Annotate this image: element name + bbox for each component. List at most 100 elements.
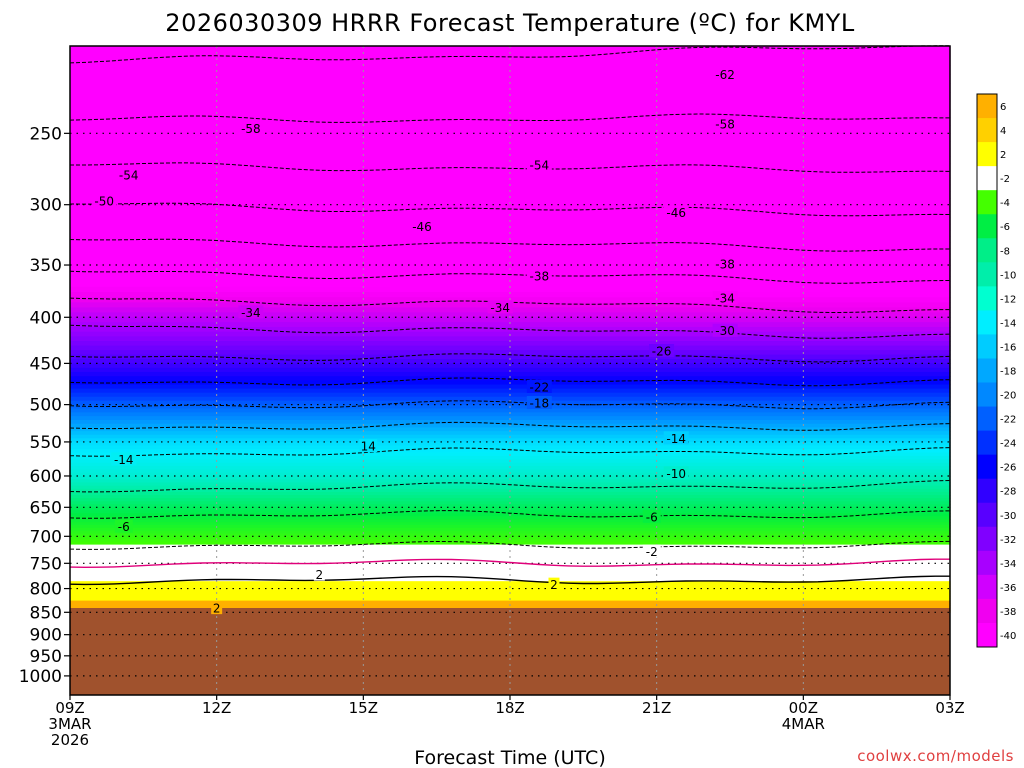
field-cell — [130, 513, 151, 517]
field-cell — [350, 516, 371, 520]
field-cell — [790, 236, 811, 243]
field-cell — [790, 350, 811, 356]
field-cell — [450, 427, 471, 432]
field-cell — [330, 491, 351, 496]
field-cell — [770, 571, 791, 575]
field-cell — [530, 427, 551, 432]
field-cell — [350, 331, 371, 337]
field-cell — [370, 581, 391, 585]
field-cell — [290, 586, 311, 590]
field-cell — [810, 501, 831, 505]
field-cell — [270, 510, 291, 514]
field-cell — [90, 541, 111, 546]
field-cell — [470, 595, 491, 599]
field-cell — [450, 544, 471, 548]
field-cell — [330, 74, 351, 84]
field-cell — [710, 445, 731, 450]
field-cell — [410, 533, 431, 537]
field-cell — [490, 578, 511, 582]
field-cell — [210, 302, 231, 308]
field-cell — [270, 359, 291, 364]
field-cell — [610, 236, 631, 243]
field-cell — [530, 516, 551, 520]
field-cell — [730, 519, 751, 523]
field-cell — [410, 74, 431, 84]
field-cell — [690, 281, 711, 288]
field-cell — [390, 46, 411, 57]
field-cell — [590, 602, 611, 606]
field-cell — [250, 475, 271, 480]
field-cell — [170, 419, 191, 425]
field-cell — [150, 568, 171, 572]
field-cell — [750, 459, 771, 464]
field-cell — [670, 265, 691, 272]
field-cell — [190, 595, 211, 599]
field-cell — [550, 312, 571, 318]
field-cell — [370, 510, 391, 514]
field-cell — [550, 475, 571, 480]
field-cell — [150, 191, 171, 199]
field-cell — [330, 412, 351, 417]
field-cell — [790, 281, 811, 288]
field-cell — [570, 217, 591, 225]
field-cell — [670, 495, 691, 499]
field-cell — [530, 591, 551, 595]
field-cell — [330, 65, 351, 75]
field-cell — [210, 177, 231, 186]
field-cell — [190, 459, 211, 464]
field-cell — [110, 376, 131, 382]
field-cell — [730, 388, 751, 394]
field-cell — [370, 380, 391, 386]
field-cell — [150, 363, 171, 369]
field-cell — [570, 448, 591, 454]
field-cell — [90, 297, 111, 303]
field-cell — [670, 241, 691, 249]
field-cell — [70, 504, 91, 508]
field-cell — [810, 472, 831, 477]
field-cell — [710, 100, 731, 110]
field-cell — [210, 466, 231, 470]
field-cell — [570, 74, 591, 84]
field-cell — [430, 459, 451, 464]
field-cell — [370, 281, 391, 288]
field-cell — [170, 322, 191, 328]
field-cell — [330, 371, 351, 377]
field-cell — [230, 388, 251, 394]
field-cell — [570, 445, 591, 450]
field-cell — [550, 469, 571, 474]
field-cell — [470, 317, 491, 323]
field-cell — [830, 65, 851, 75]
field-cell — [710, 475, 731, 480]
field-cell — [450, 588, 471, 592]
field-cell — [90, 571, 111, 575]
field-cell — [530, 536, 551, 540]
field-cell — [170, 445, 191, 450]
field-cell — [570, 591, 591, 595]
field-cell — [730, 229, 751, 237]
field-cell — [250, 455, 271, 460]
field-cell — [430, 404, 451, 410]
field-cell — [370, 507, 391, 511]
field-cell — [70, 259, 91, 266]
field-cell — [150, 466, 171, 470]
field-cell — [690, 354, 711, 360]
field-cell — [390, 307, 411, 313]
field-cell — [70, 472, 91, 477]
field-cell — [130, 317, 151, 323]
field-cell — [90, 524, 111, 529]
field-cell — [270, 322, 291, 328]
field-cell — [470, 265, 491, 272]
field-cell — [750, 83, 771, 93]
field-cell — [310, 359, 331, 364]
field-cell — [270, 191, 291, 199]
field-cell — [450, 170, 471, 179]
field-cell — [650, 602, 671, 606]
field-cell — [550, 363, 571, 369]
field-cell — [210, 198, 231, 206]
field-cell — [630, 485, 651, 490]
field-cell — [490, 558, 511, 562]
field-cell — [110, 501, 131, 505]
field-cell — [690, 302, 711, 308]
field-cell — [210, 392, 231, 398]
field-cell — [350, 408, 371, 413]
